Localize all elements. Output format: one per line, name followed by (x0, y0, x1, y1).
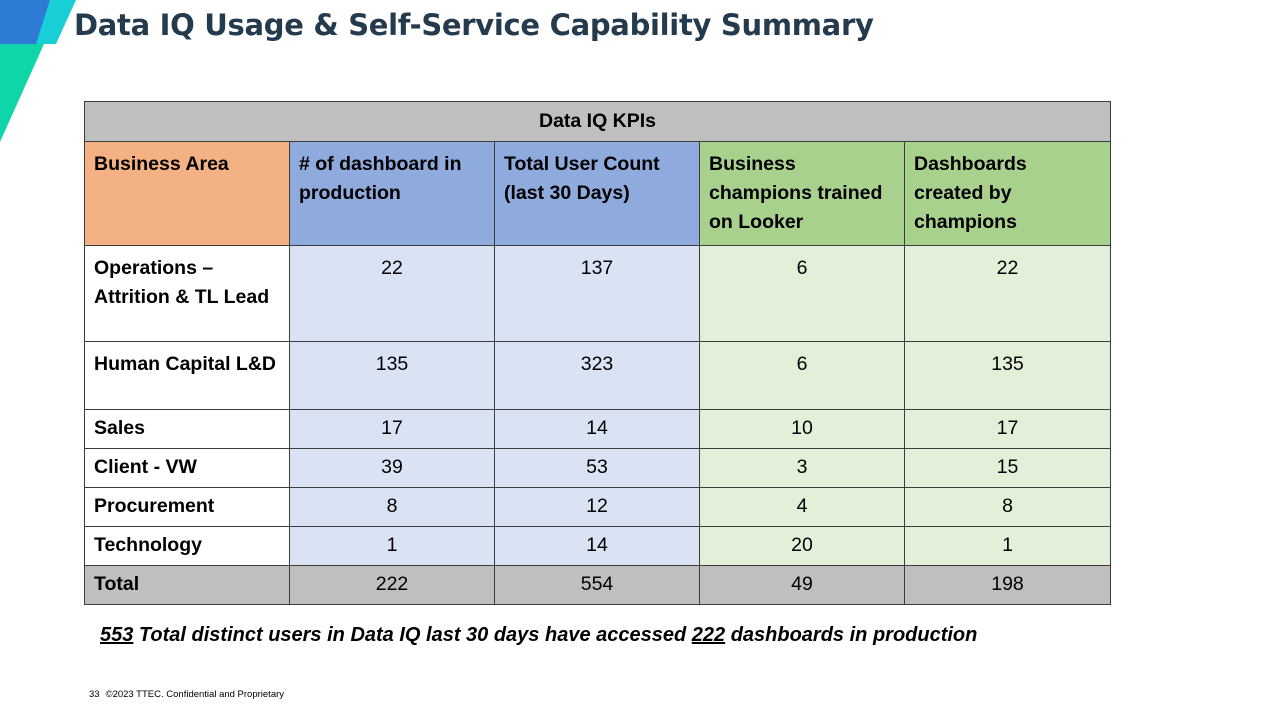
business-area-cell: Procurement (84, 487, 290, 527)
table-header-row: Business Area # of dashboard in producti… (84, 141, 1112, 246)
kpi-table: Data IQ KPIs Business Area # of dashboar… (83, 101, 1112, 605)
champion-dashboards-cell: 17 (903, 409, 1112, 449)
champions-cell: 10 (699, 409, 905, 449)
slide-title: Data IQ Usage & Self-Service Capability … (74, 8, 874, 42)
business-area-cell: Sales (84, 409, 290, 449)
summary-users-count: 553 (100, 624, 134, 646)
user-count-cell: 12 (494, 487, 700, 527)
champion-dashboards-cell: 1 (903, 526, 1112, 566)
user-count-cell: 53 (494, 448, 700, 488)
dashboards-cell: 8 (289, 487, 495, 527)
table-row: Operations – Attrition & TL Lead 22 137 … (84, 245, 1112, 342)
champion-dashboards-cell: 8 (903, 487, 1112, 527)
table-row: Technology 1 14 20 1 (84, 526, 1112, 566)
column-header-business-area: Business Area (84, 141, 290, 246)
dashboards-cell: 1 (289, 526, 495, 566)
summary-dashboards-count: 222 (691, 624, 726, 646)
column-header-dashboards: # of dashboard in production (289, 141, 495, 246)
dashboards-cell: 22 (289, 245, 495, 342)
champions-cell: 6 (699, 245, 905, 342)
user-count-cell: 137 (494, 245, 700, 342)
summary-text-2: dashboards in production (725, 624, 978, 646)
champion-dashboards-cell: 15 (903, 448, 1112, 488)
business-area-cell: Client - VW (84, 448, 290, 488)
total-dashboards-cell: 222 (289, 565, 495, 605)
user-count-cell: 14 (494, 526, 700, 566)
business-area-cell: Technology (84, 526, 290, 566)
slide-footer: 33 ©2023 TTEC. Confidential and Proprieta… (89, 689, 284, 700)
business-area-cell: Human Capital L&D (84, 341, 290, 410)
total-champions-cell: 49 (699, 565, 905, 605)
total-label: Total (84, 565, 290, 605)
champions-cell: 20 (699, 526, 905, 566)
champions-cell: 4 (699, 487, 905, 527)
table-row: Procurement 8 12 4 8 (84, 487, 1112, 527)
champions-cell: 3 (699, 448, 905, 488)
total-user-count-cell: 554 (494, 565, 700, 605)
champions-cell: 6 (699, 341, 905, 410)
summary-text-1: Total distinct users in Data IQ last 30 … (133, 624, 692, 646)
table-group-header: Data IQ KPIs (83, 101, 1112, 142)
total-champion-dashboards-cell: 198 (903, 565, 1112, 605)
dashboards-cell: 17 (289, 409, 495, 449)
copyright-text: ©2023 TTEC. Confidential and Proprietary (105, 689, 285, 700)
user-count-cell: 323 (494, 341, 700, 410)
summary-statement: 553 Total distinct users in Data IQ last… (100, 624, 977, 647)
column-header-user-count: Total User Count (last 30 Days) (494, 141, 700, 246)
champion-dashboards-cell: 135 (903, 341, 1112, 410)
brand-accent-shape (0, 0, 76, 142)
champion-dashboards-cell: 22 (903, 245, 1112, 342)
table-group-header-row: Data IQ KPIs (83, 101, 1112, 142)
table-row: Sales 17 14 10 17 (84, 409, 1112, 449)
dashboards-cell: 39 (289, 448, 495, 488)
table-total-row: Total 222 554 49 198 (84, 565, 1112, 605)
table-row: Human Capital L&D 135 323 6 135 (84, 341, 1112, 410)
column-header-champions: Business champions trained on Looker (699, 141, 905, 246)
page-number: 33 (89, 689, 100, 700)
table-row: Client - VW 39 53 3 15 (84, 448, 1112, 488)
user-count-cell: 14 (494, 409, 700, 449)
business-area-cell: Operations – Attrition & TL Lead (84, 245, 290, 342)
dashboards-cell: 135 (289, 341, 495, 410)
column-header-champion-dashboards: Dashboards created by champions (903, 141, 1112, 246)
